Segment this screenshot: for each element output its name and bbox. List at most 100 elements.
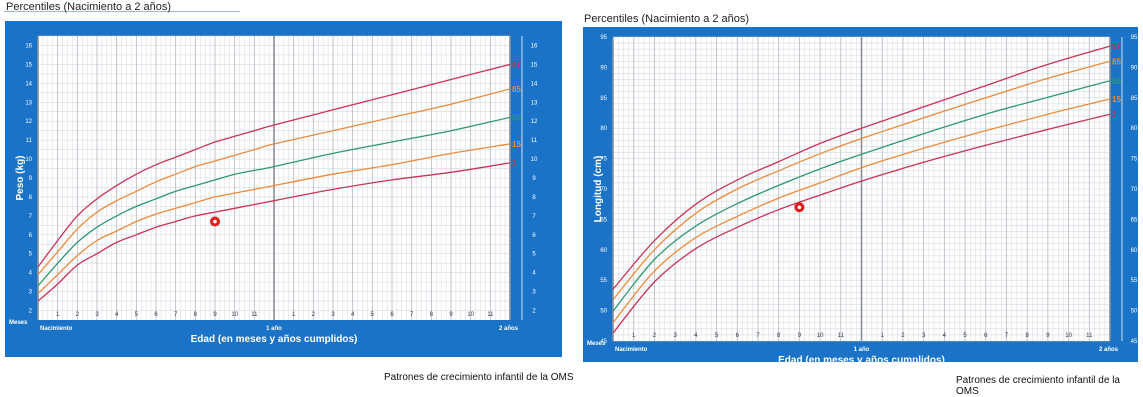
y-tick-label: 50 [600, 309, 607, 315]
percentile-label-p3: 3 [1112, 110, 1117, 119]
x-tick-label: 10 [817, 333, 824, 339]
x-tick-label: 2 [312, 312, 316, 318]
y-tick-label: 6 [29, 233, 33, 239]
x-tick-label: 11 [487, 312, 494, 318]
percentile-line-p50 [37, 116, 511, 287]
y-tick-label: 16 [25, 43, 32, 49]
y-tick-label-right: 65 [1131, 217, 1138, 223]
percentile-label-p97: 97 [512, 60, 521, 69]
y-tick-label: 2 [29, 309, 33, 315]
percentile-line-p50 [612, 80, 1111, 312]
y-tick-label-right: 3 [532, 290, 536, 296]
y-tick-label: 11 [26, 138, 33, 144]
x-tick-label: 8 [1025, 333, 1029, 339]
x-tick-label: 3 [95, 312, 99, 318]
x-milestone-label: Nacimiento [40, 326, 73, 332]
x-axis-title: Edad (en meses y años cumplidos) [778, 355, 945, 366]
percentile-line-p3 [612, 113, 1111, 334]
y-tick-label-right: 10 [531, 157, 538, 163]
y-tick-label-right: 45 [1131, 339, 1138, 345]
percentile-label-p3: 3 [512, 159, 517, 168]
x-tick-label: 9 [449, 312, 453, 318]
y-tick-label-right: 80 [1131, 126, 1138, 132]
y-tick-label-right: 50 [1131, 309, 1138, 315]
percentile-label-p85: 85 [512, 85, 521, 94]
percentile-line-p97 [612, 45, 1111, 290]
panel-title-weight: Percentiles (Nacimiento a 2 años) [6, 1, 172, 13]
y-tick-label: 3 [29, 290, 33, 296]
x-tick-label: 8 [777, 333, 781, 339]
x-tick-label: 10 [231, 312, 238, 318]
y-tick-label-right: 6 [532, 233, 536, 239]
x-tick-label: 6 [984, 333, 988, 339]
x-tick-label: 11 [1086, 333, 1093, 339]
y-tick-label-right: 16 [531, 43, 538, 49]
x-tick-label: 5 [963, 333, 967, 339]
percentile-label-p15: 15 [1112, 95, 1121, 104]
y-tick-label-right: 4 [532, 271, 536, 277]
y-tick-label-right: 55 [1131, 278, 1138, 284]
y-axis-title: Peso (kg) [15, 155, 26, 200]
y-tick-label: 60 [600, 248, 607, 254]
y-tick-label-right: 12 [531, 119, 538, 125]
x-tick-label: 7 [1005, 333, 1009, 339]
x-tick-label: 3 [331, 312, 335, 318]
y-tick-label-right: 2 [532, 309, 536, 315]
x-tick-label: 6 [154, 312, 158, 318]
y-tick-label: 7 [29, 214, 33, 220]
x-milestone-label: Nacimiento [615, 347, 648, 353]
x-unit-label: Meses [587, 341, 606, 347]
y-tick-label: 12 [25, 119, 32, 125]
y-tick-label-right: 70 [1131, 187, 1138, 193]
x-tick-label: 1 [56, 312, 60, 318]
y-tick-label: 4 [29, 271, 33, 277]
y-tick-label-right: 8 [532, 195, 536, 201]
y-axis-title: Longitud (cm) [593, 156, 604, 223]
percentile-label-p50: 50 [512, 113, 521, 122]
y-tick-label: 15 [25, 62, 32, 68]
y-tick-label: 14 [25, 81, 32, 87]
x-tick-label: 1 [632, 333, 636, 339]
percentile-label-p85: 85 [1112, 57, 1121, 66]
x-tick-label: 6 [736, 333, 740, 339]
x-tick-label: 11 [251, 312, 258, 318]
x-tick-label: 2 [653, 333, 657, 339]
x-tick-label: 5 [371, 312, 375, 318]
y-tick-label: 70 [600, 187, 607, 193]
x-milestone-label: 1 año [854, 347, 870, 353]
x-tick-label: 3 [922, 333, 926, 339]
y-tick-label: 55 [600, 278, 607, 284]
x-tick-label: 8 [194, 312, 198, 318]
y-tick-label: 95 [600, 35, 607, 41]
x-tick-label: 9 [798, 333, 802, 339]
y-tick-label-right: 75 [1131, 157, 1138, 163]
panel-title-length: Percentiles (Nacimiento a 2 años) [584, 13, 750, 25]
percentile-line-p85 [37, 88, 511, 276]
percentile-line-p85 [612, 60, 1111, 301]
x-tick-label: 8 [430, 312, 434, 318]
x-tick-label: 2 [76, 312, 80, 318]
percentile-line-p97 [37, 63, 511, 268]
source-note-weight: Patrones de crecimiento infantil de la O… [384, 372, 574, 383]
x-milestone-label: 1 año [266, 326, 282, 332]
percentile-line-p3 [37, 162, 511, 302]
x-tick-label: 3 [673, 333, 677, 339]
x-tick-label: 1 [292, 312, 296, 318]
y-tick-label: 5 [29, 252, 33, 258]
y-tick-label-right: 7 [532, 214, 536, 220]
y-tick-label-right: 95 [1131, 35, 1138, 41]
y-tick-label-right: 15 [531, 62, 538, 68]
y-tick-label-right: 9 [532, 176, 536, 182]
x-tick-label: 10 [467, 312, 474, 318]
y-tick-label-right: 14 [531, 81, 538, 87]
x-milestone-label: 2 años [499, 326, 519, 332]
y-tick-label: 8 [29, 195, 33, 201]
percentile-label-p50: 50 [1112, 77, 1121, 86]
x-tick-label: 11 [838, 333, 845, 339]
x-tick-label: 9 [1046, 333, 1050, 339]
y-tick-label-right: 11 [531, 138, 538, 144]
y-tick-label-right: 60 [1131, 248, 1138, 254]
x-tick-label: 7 [756, 333, 760, 339]
x-tick-label: 6 [390, 312, 394, 318]
